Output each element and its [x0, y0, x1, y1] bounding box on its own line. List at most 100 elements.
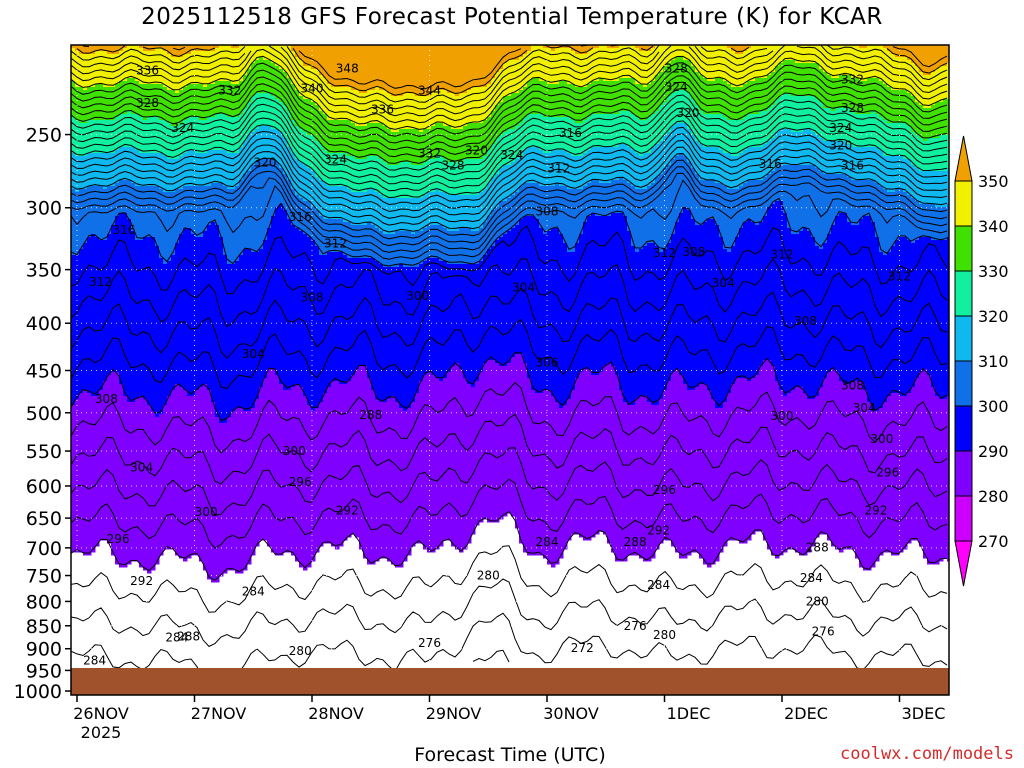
band-cell	[699, 384, 704, 559]
band-cell	[559, 48, 564, 82]
band-cell	[747, 81, 752, 115]
band-cell	[907, 240, 912, 394]
band-cell	[91, 153, 96, 187]
band-cell	[211, 150, 216, 184]
colorbar-segment	[954, 360, 973, 407]
band-cell	[519, 57, 524, 91]
band-cell	[239, 408, 244, 574]
band-cell	[595, 375, 600, 535]
band-cell	[939, 102, 944, 136]
band-cell	[867, 402, 872, 571]
contour-label: 272	[571, 641, 594, 655]
band-cell	[839, 213, 844, 382]
band-cell	[679, 375, 684, 559]
band-cell	[303, 396, 308, 571]
band-cell	[535, 393, 540, 556]
contour-label: 284	[536, 535, 559, 549]
band-cell	[863, 216, 868, 391]
band-cell	[247, 249, 252, 412]
band-cell	[503, 366, 508, 517]
band-cell	[503, 165, 508, 202]
band-cell	[327, 153, 332, 187]
band-cell	[159, 258, 164, 415]
contour-label: 320	[677, 106, 700, 120]
band-cell	[147, 51, 152, 85]
band-cell	[243, 75, 248, 109]
band-cell	[147, 45, 152, 52]
band-cell	[927, 45, 932, 76]
band-cell	[699, 225, 704, 385]
band-cell	[391, 165, 396, 199]
band-cell	[855, 147, 860, 181]
contour-label: 292	[865, 504, 888, 518]
band-cell	[219, 81, 224, 115]
band-cell	[475, 159, 480, 196]
band-cell	[315, 105, 320, 142]
band-cell	[411, 198, 416, 235]
band-cell	[759, 366, 764, 532]
band-cell	[499, 45, 504, 70]
band-cell	[643, 246, 648, 397]
band-cell	[447, 372, 452, 541]
band-cell	[199, 153, 204, 187]
band-cell	[387, 165, 392, 199]
band-cell	[911, 165, 916, 199]
band-cell	[583, 54, 588, 88]
band-cell	[143, 153, 148, 187]
colorbar-label: 290	[978, 442, 1009, 461]
band-cell	[359, 159, 364, 193]
band-cell	[871, 45, 876, 79]
band-cell	[419, 45, 424, 97]
band-cell	[255, 252, 260, 400]
band-cell	[699, 144, 704, 181]
band-cell	[743, 183, 748, 223]
band-cell	[419, 132, 424, 166]
band-cell	[947, 63, 949, 100]
x-tick-label: 2DEC	[784, 704, 828, 723]
band-cell	[567, 399, 572, 541]
band-cell	[751, 222, 756, 379]
band-cell	[387, 129, 392, 166]
band-cell	[595, 216, 600, 376]
band-cell	[919, 105, 924, 139]
band-cell	[875, 183, 880, 238]
band-cell	[739, 153, 744, 187]
band-cell	[619, 144, 624, 178]
band-cell	[127, 78, 132, 112]
band-cell	[163, 405, 168, 550]
band-cell	[443, 159, 448, 193]
band-cell	[535, 114, 540, 148]
band-cell	[107, 234, 112, 376]
band-cell	[823, 45, 828, 73]
band-cell	[171, 126, 176, 160]
band-cell	[387, 93, 392, 130]
band-cell	[867, 180, 872, 217]
band-cell	[571, 120, 576, 157]
band-cell	[659, 174, 664, 253]
band-cell	[439, 381, 444, 547]
contour-label: 324	[171, 121, 194, 135]
band-cell	[283, 105, 288, 139]
band-cell	[263, 60, 268, 94]
band-cell	[615, 375, 620, 562]
band-cell	[231, 411, 236, 571]
band-cell	[799, 387, 804, 556]
y-tick-label: 500	[26, 403, 62, 425]
band-cell	[339, 219, 344, 253]
band-cell	[707, 45, 712, 82]
band-cell	[647, 402, 652, 562]
band-cell	[323, 114, 328, 151]
contour-label: 280	[477, 569, 500, 583]
band-cell	[119, 81, 124, 115]
band-cell	[879, 150, 884, 187]
band-cell	[299, 198, 304, 232]
band-cell	[511, 162, 516, 196]
band-cell	[139, 45, 144, 49]
band-cell	[555, 402, 560, 565]
band-cell	[335, 87, 340, 121]
band-cell	[407, 162, 412, 199]
band-cell	[399, 198, 404, 232]
band-cell	[215, 183, 220, 226]
band-cell	[431, 192, 436, 226]
band-cell	[887, 252, 892, 397]
